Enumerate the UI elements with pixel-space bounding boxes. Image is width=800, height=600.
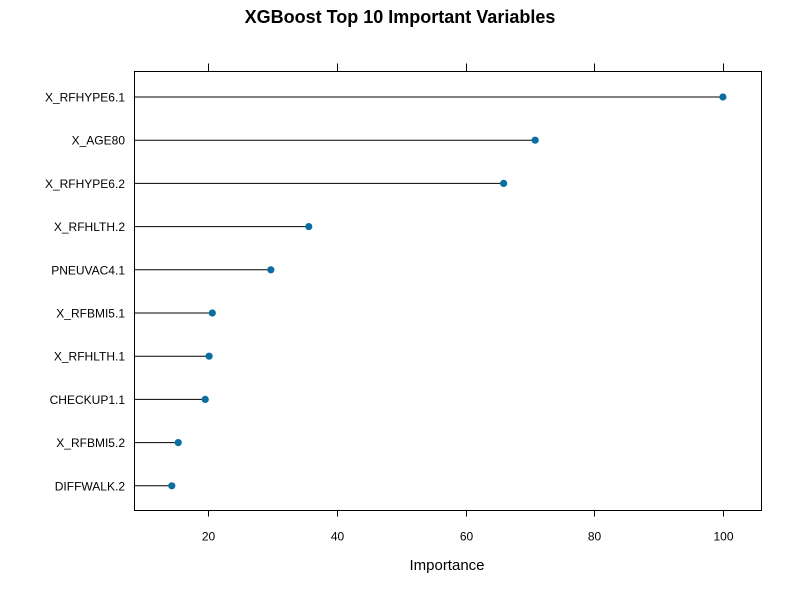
category-label-5: X_RFBMI5.1 (56, 307, 125, 321)
data-point-5 (208, 309, 216, 317)
x-axis-title: Importance (409, 557, 484, 574)
data-point-6 (205, 352, 213, 360)
data-point-9 (168, 482, 176, 490)
chart-title: XGBoost Top 10 Important Variables (245, 7, 556, 27)
data-points (168, 93, 727, 490)
plot-frame (134, 71, 762, 511)
data-point-7 (201, 395, 209, 403)
category-label-8: X_RFBMI5.2 (56, 436, 125, 450)
data-point-0 (719, 93, 727, 101)
data-point-2 (500, 179, 508, 187)
data-point-8 (174, 439, 182, 447)
category-label-9: DIFFWALK.2 (55, 479, 126, 493)
x-tick-label-0: 20 (202, 530, 216, 544)
leader-lines (134, 96, 723, 487)
category-label-3: X_RFHLTH.2 (54, 220, 125, 234)
category-label-7: CHECKUP1.1 (50, 393, 126, 407)
category-label-4: PNEUVAC4.1 (51, 263, 125, 277)
x-tick-label-4: 100 (713, 530, 733, 544)
data-point-1 (531, 136, 539, 144)
x-tick-label-3: 80 (588, 530, 602, 544)
category-label-6: X_RFHLTH.1 (54, 350, 125, 364)
category-label-2: X_RFHYPE6.2 (45, 177, 125, 191)
x-tick-label-2: 60 (460, 530, 474, 544)
category-label-0: X_RFHYPE6.1 (45, 91, 125, 105)
x-axis: 20 40 60 80 100 (202, 63, 734, 544)
category-label-1: X_AGE80 (72, 134, 126, 148)
data-point-4 (267, 266, 275, 274)
data-point-3 (305, 223, 313, 231)
x-tick-label-1: 40 (331, 530, 345, 544)
category-labels: X_RFHYPE6.1 X_AGE80 X_RFHYPE6.2 X_RFHLTH.2 P… (45, 91, 125, 494)
